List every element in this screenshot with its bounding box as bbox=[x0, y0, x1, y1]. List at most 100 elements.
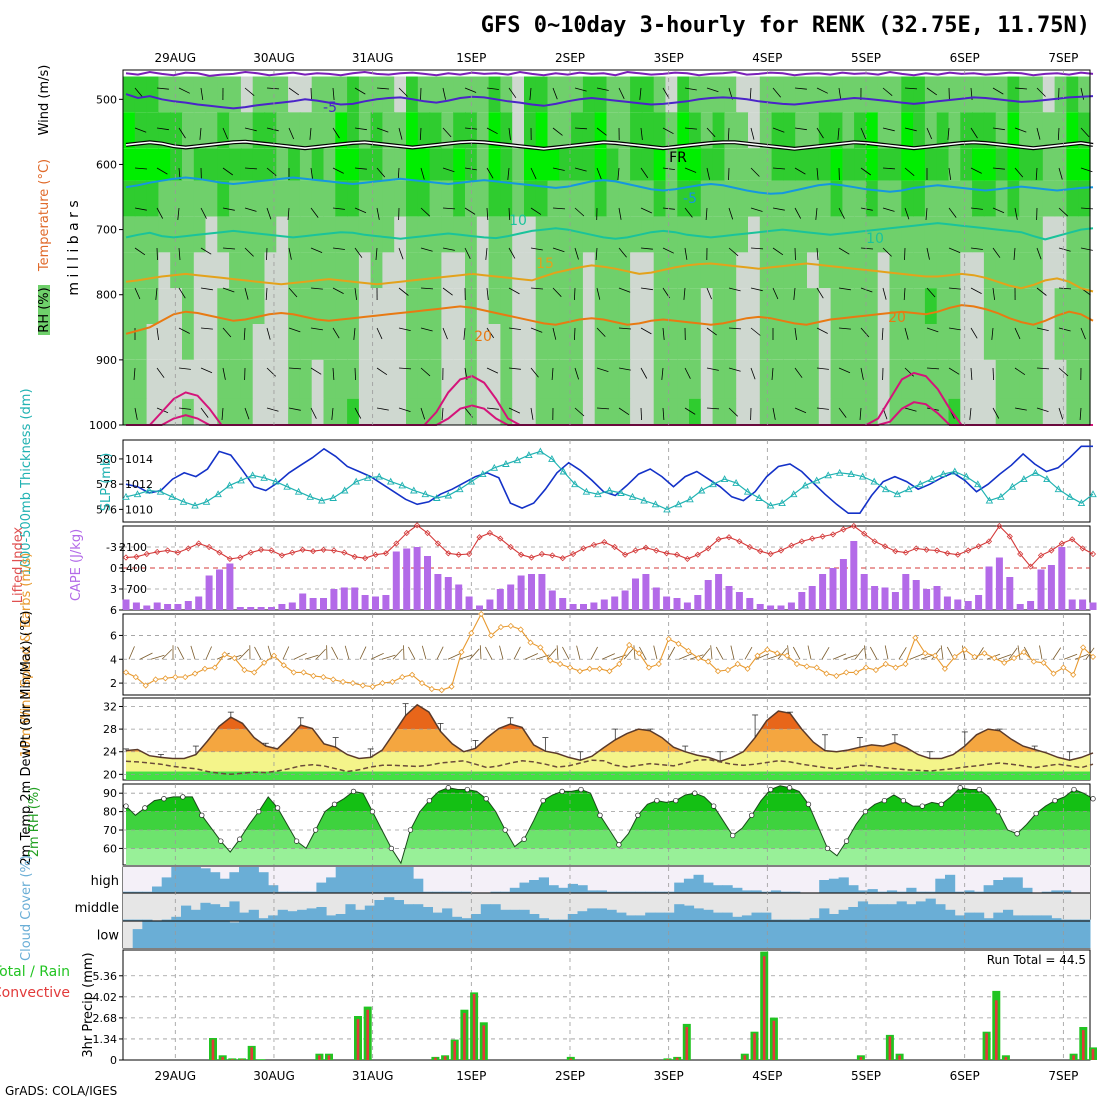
precip-convective-bar bbox=[985, 1033, 988, 1060]
precip-convective-bar bbox=[463, 1012, 466, 1060]
rh-cell bbox=[134, 288, 148, 324]
cape-bar bbox=[787, 602, 795, 610]
rh-cell bbox=[193, 180, 207, 217]
rh-cell bbox=[229, 112, 242, 149]
cloud-cell bbox=[123, 919, 134, 921]
precip-convective-bar bbox=[753, 1033, 756, 1060]
cape-bar bbox=[881, 587, 889, 610]
wind-barb bbox=[222, 247, 236, 250]
rh-cell bbox=[795, 148, 808, 181]
cloud-cell bbox=[345, 904, 356, 921]
wind-barb bbox=[728, 407, 738, 417]
rh-cell bbox=[653, 180, 667, 217]
rh-cell bbox=[582, 288, 596, 324]
cloud-cell bbox=[509, 887, 520, 893]
wind-barb bbox=[485, 247, 488, 260]
rh-cell bbox=[299, 324, 313, 360]
slp-point bbox=[479, 470, 487, 478]
cloud-cell bbox=[384, 921, 395, 948]
wind-barb bbox=[772, 287, 779, 300]
rh-cell bbox=[441, 180, 454, 217]
rh-cell bbox=[158, 148, 171, 181]
rh-cell bbox=[347, 324, 360, 360]
rh-cell bbox=[406, 398, 419, 425]
rh-cell bbox=[240, 398, 254, 425]
rh-cell bbox=[1078, 148, 1091, 181]
rh-cell bbox=[240, 148, 254, 181]
wind-barb bbox=[750, 367, 756, 380]
rh-cell bbox=[240, 112, 254, 149]
rh-cell bbox=[936, 180, 950, 217]
date-label-bottom: 31AUG bbox=[352, 1069, 394, 1083]
cape-bar bbox=[184, 601, 192, 610]
rh-cell bbox=[653, 324, 667, 360]
slp-point bbox=[743, 487, 752, 495]
rh-cell bbox=[134, 76, 148, 113]
slp-point bbox=[1020, 475, 1028, 483]
ylabel-wind10m: 10m Wind Speed & Barbs (m/s) bbox=[19, 553, 34, 758]
cloud-cell bbox=[616, 912, 627, 921]
cloud-cell bbox=[229, 872, 240, 893]
ylabel-precip: 3hr Precip (mm) bbox=[81, 952, 96, 1057]
cloud-cell bbox=[171, 921, 182, 948]
wind10m-barb bbox=[408, 646, 416, 660]
cloud-cell bbox=[538, 918, 549, 921]
wind10m-point bbox=[280, 662, 287, 669]
cape-bar bbox=[850, 541, 858, 610]
temp2m-line bbox=[125, 703, 1094, 763]
precip-convective-bar bbox=[666, 1059, 669, 1060]
cloud-cell bbox=[210, 904, 221, 921]
cape-bar bbox=[132, 602, 140, 610]
rh-cell bbox=[335, 148, 348, 181]
rh-cell bbox=[182, 398, 195, 425]
ylabel-thickness: 1000-500mb Thickness (dm) bbox=[19, 388, 34, 575]
lifted-index-point bbox=[996, 522, 1003, 530]
wind10m-point bbox=[468, 630, 475, 637]
rh-cell bbox=[842, 359, 855, 399]
rh-cell bbox=[783, 324, 796, 360]
rh-cell bbox=[700, 252, 714, 289]
rh-cell bbox=[1031, 216, 1044, 253]
wind-barb bbox=[860, 327, 870, 338]
wind-barb bbox=[376, 127, 389, 133]
wind-barb bbox=[420, 87, 422, 101]
wind-barb bbox=[177, 207, 180, 220]
wind-barb bbox=[530, 287, 544, 290]
rh-cell bbox=[134, 398, 148, 425]
wind-barb bbox=[639, 87, 642, 100]
rh-cell bbox=[865, 359, 879, 399]
rh-cell bbox=[394, 398, 407, 425]
cape-bar bbox=[236, 607, 244, 610]
rh-cell bbox=[712, 252, 725, 289]
lifted-index-point bbox=[206, 543, 213, 551]
rh-cell bbox=[665, 148, 678, 181]
rh-cell bbox=[865, 148, 879, 181]
precip-convective-bar bbox=[762, 956, 766, 1060]
rh-cell bbox=[288, 112, 301, 149]
lifted-index-point bbox=[902, 549, 909, 556]
rh-cell bbox=[960, 112, 973, 149]
slp-point bbox=[340, 486, 349, 494]
rh-cell bbox=[594, 216, 608, 253]
rh-cell bbox=[630, 112, 643, 149]
rh-cell bbox=[488, 148, 501, 181]
wind10m-barb bbox=[1039, 645, 1043, 660]
wind-barb bbox=[750, 327, 761, 336]
wind10m-barb bbox=[700, 648, 711, 660]
rh-cell bbox=[712, 398, 725, 425]
wind-barb bbox=[1080, 87, 1084, 100]
wind-barb bbox=[442, 127, 452, 138]
wind-barb bbox=[442, 287, 453, 296]
lifted-index-point bbox=[975, 543, 982, 550]
slp-point bbox=[248, 471, 257, 479]
cape-bar bbox=[985, 566, 993, 610]
rh-cell bbox=[205, 216, 218, 253]
slp-point bbox=[1054, 485, 1063, 493]
precip-legend-total: Total / Rain bbox=[0, 964, 70, 980]
rh-cell bbox=[901, 252, 914, 289]
slp-point bbox=[1066, 492, 1074, 500]
rh-cell bbox=[854, 76, 867, 113]
pressure-ytick-label: 1000 bbox=[89, 419, 117, 432]
rh-cell bbox=[193, 252, 207, 289]
wind10m-barb bbox=[931, 647, 941, 660]
